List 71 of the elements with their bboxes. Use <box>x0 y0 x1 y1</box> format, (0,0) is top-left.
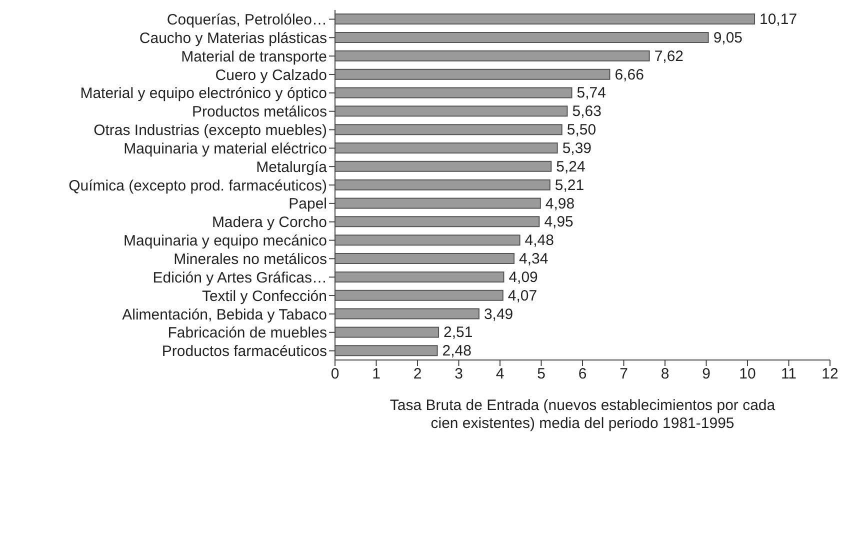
y-tick-label: Alimentación, Bebida y Tabaco <box>122 306 327 324</box>
y-tick-label: Productos metálicos <box>192 104 327 121</box>
x-tick-label: 4 <box>496 366 504 383</box>
x-tick-label: 12 <box>822 366 838 383</box>
x-tick-label: 5 <box>537 366 546 383</box>
bar <box>335 142 558 154</box>
data-label: 7,62 <box>654 48 684 65</box>
bar <box>335 345 438 356</box>
bar <box>335 50 650 62</box>
y-tick-label: Minerales no metálicos <box>174 251 327 268</box>
x-tick-label: 2 <box>413 366 422 383</box>
y-tick-label: Cuero y Calzado <box>215 66 327 84</box>
y-tick-label: Maquinaria y equipo mecánico <box>124 232 327 250</box>
data-label: 10,17 <box>760 11 798 28</box>
data-label: 5,74 <box>576 84 606 102</box>
y-tick-label: Material y equipo electrónico y óptico <box>80 85 327 102</box>
data-label: 3,49 <box>484 306 514 323</box>
bar <box>335 124 562 136</box>
data-label: 5,63 <box>572 103 602 120</box>
bar <box>335 234 520 246</box>
y-tick-label: Edición y Artes Gráficas… <box>152 269 327 286</box>
bar <box>335 271 504 282</box>
y-tick-label: Madera y Corcho <box>212 214 327 232</box>
data-label: 6,66 <box>614 66 644 84</box>
bar <box>335 14 756 25</box>
x-tick-label: 8 <box>660 366 670 383</box>
y-tick-label: Papel <box>288 196 327 213</box>
x-tick-label: 11 <box>780 366 797 383</box>
x-tick-label: 6 <box>578 366 587 383</box>
y-tick-label: Caucho y Materias plásticas <box>139 30 327 47</box>
data-label: 2,48 <box>442 342 472 360</box>
y-tick-label: Maquinaria y material eléctrico <box>124 140 327 158</box>
data-label: 5,50 <box>566 122 596 139</box>
data-label: 5,24 <box>556 158 586 176</box>
x-tick-label: 10 <box>739 366 756 383</box>
x-tick-label: 7 <box>620 366 628 383</box>
x-axis-title: Tasa Bruta de Entrada (nuevos establecimientos por cada cien existentes) media del periodo 1981-1995 <box>390 397 776 432</box>
data-label: 4,34 <box>519 250 548 268</box>
bar <box>335 68 610 80</box>
bar <box>335 308 480 320</box>
bar <box>335 253 515 264</box>
data-label: 5,39 <box>562 140 592 157</box>
bar <box>335 179 550 190</box>
y-tick-label: Química (excepto prod. farmacéuticos) <box>68 177 327 194</box>
y-tick-label: Material de transporte <box>181 48 327 66</box>
x-tick-label: 9 <box>702 366 710 383</box>
bar <box>335 87 572 98</box>
data-label: 2,51 <box>444 324 473 342</box>
data-label: 4,07 <box>508 287 538 304</box>
x-tick-label: 1 <box>372 366 380 383</box>
data-label: 4,98 <box>545 195 575 212</box>
y-tick-label: Coquerías, Petrolóleo… <box>166 12 327 29</box>
y-tick-label: Metalurgía <box>256 158 328 176</box>
data-label: 4,48 <box>524 232 554 250</box>
bar <box>335 290 504 301</box>
y-tick-label: Productos farmacéuticos <box>162 343 327 360</box>
data-label: 5,21 <box>554 176 584 194</box>
y-tick-label: Textil y Confección <box>202 288 327 305</box>
bar <box>335 106 568 117</box>
bar <box>335 326 440 338</box>
data-label: 9,05 <box>713 29 743 46</box>
bar <box>335 160 552 172</box>
y-tick-label: Fabricación de muebles <box>168 324 327 342</box>
x-tick-label: 0 <box>330 366 340 383</box>
data-label: 4,09 <box>508 268 538 286</box>
bar <box>335 216 540 228</box>
x-tick-label: 3 <box>454 366 463 383</box>
bar <box>335 32 709 43</box>
data-label: 4,95 <box>544 214 574 231</box>
y-tick-label: Otras Industrias (excepto muebles) <box>94 122 327 140</box>
bar <box>335 198 541 209</box>
